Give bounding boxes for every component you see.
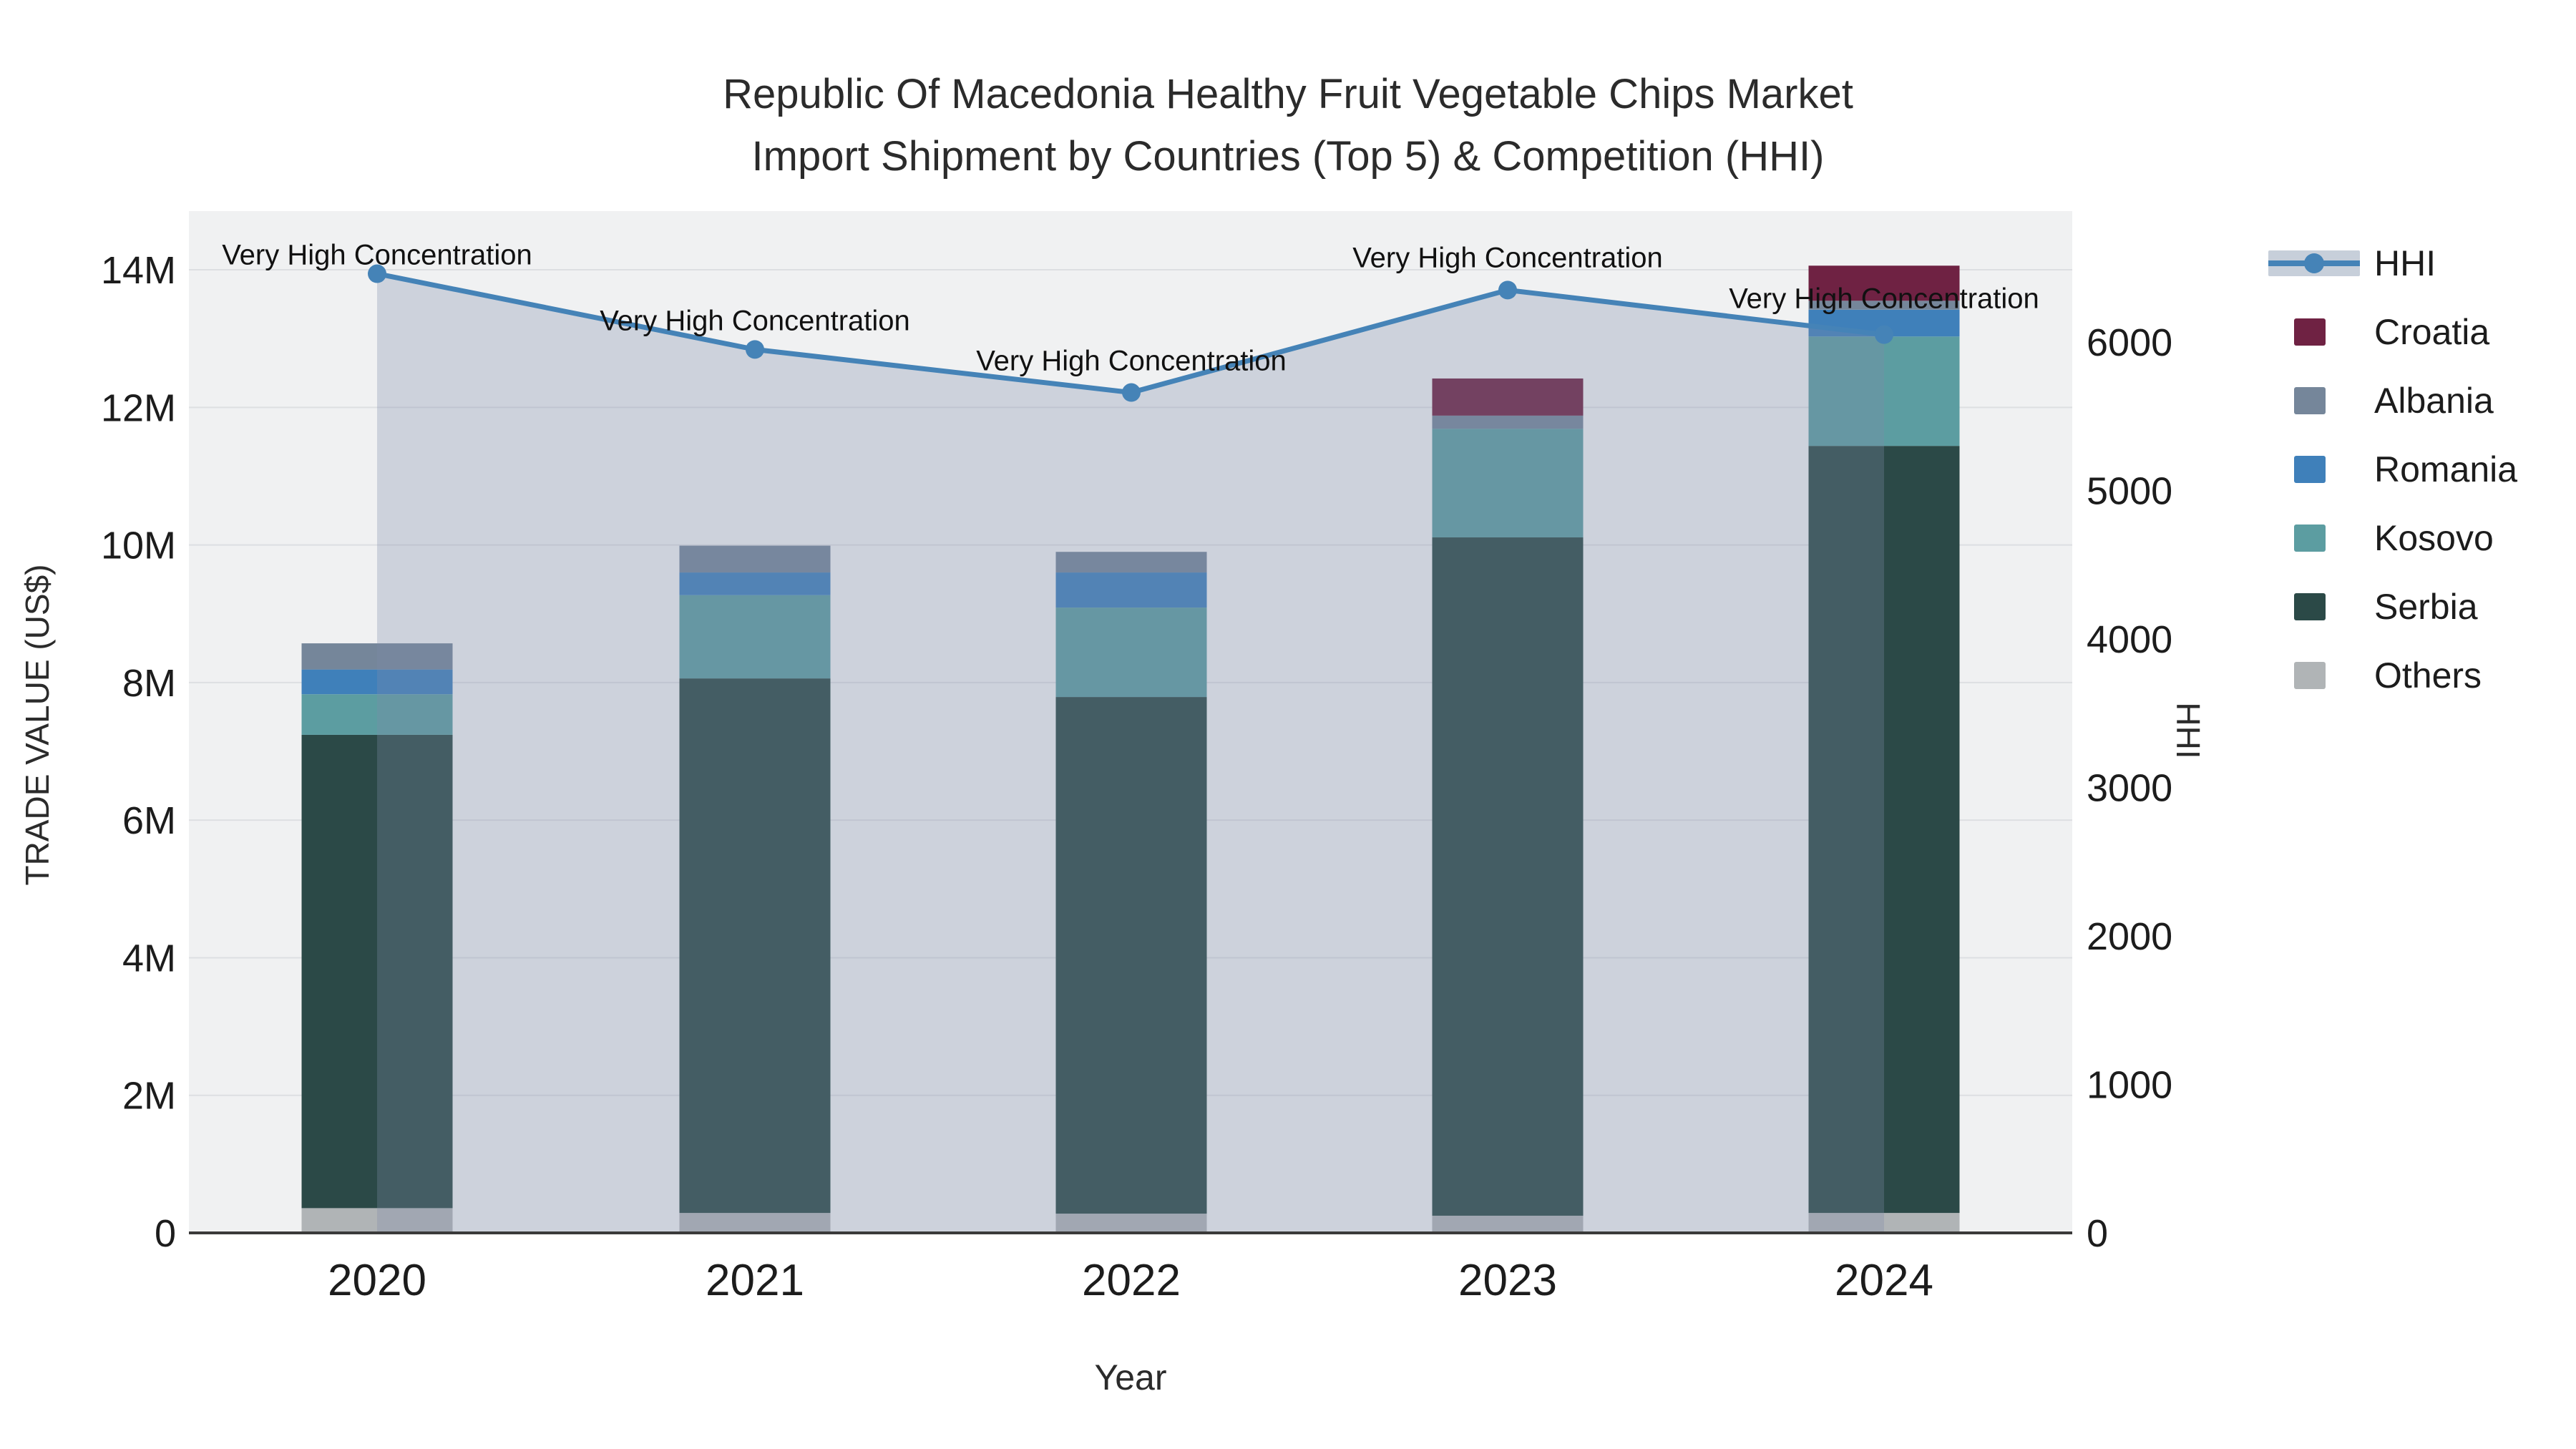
swatch-icon: [2294, 456, 2326, 483]
y-axis-tick-8M: 8M: [122, 662, 176, 705]
x-axis-tick-2020[interactable]: 2020: [328, 1256, 426, 1305]
swatch-icon: [2294, 662, 2326, 689]
bar-2021-kosovo[interactable]: [679, 595, 831, 679]
y2-axis-tick-3000: 3000: [2087, 767, 2172, 810]
annotation-2022: Very High Concentration: [976, 346, 1287, 377]
bar-2020-romania[interactable]: [301, 669, 453, 695]
legend-item-serbia[interactable]: Serbia: [2267, 572, 2517, 641]
swatch-icon: [2294, 525, 2326, 552]
legend-swatch-albania: [2267, 387, 2361, 414]
y-axis-title: TRADE VALUE (US$): [19, 564, 56, 886]
bar-2022-kosovo[interactable]: [1055, 608, 1207, 698]
legend-swatch-others: [2267, 662, 2361, 689]
y-axis-tick-2M: 2M: [122, 1075, 176, 1118]
bar-2022-albania[interactable]: [1055, 552, 1207, 573]
y-axis-tick-0: 0: [155, 1212, 176, 1255]
swatch-icon: [2294, 318, 2326, 346]
chart-title-line2: Import Shipment by Countries (Top 5) & C…: [751, 133, 1825, 180]
hhi-marker-icon: [2304, 253, 2324, 273]
hhi-marker-2022[interactable]: [1122, 383, 1141, 402]
y-axis-tick-6M: 6M: [122, 799, 176, 842]
legend-swatch-romania: [2267, 456, 2361, 483]
chart-title: Republic Of Macedonia Healthy Fruit Vege…: [0, 63, 2576, 187]
bar-2021-others[interactable]: [679, 1213, 831, 1233]
bar-2023-serbia[interactable]: [1432, 537, 1584, 1216]
bar-2022-romania[interactable]: [1055, 572, 1207, 608]
annotation-2023: Very High Concentration: [1352, 242, 1663, 273]
y2-axis-tick-1000: 1000: [2087, 1064, 2172, 1107]
bar-2024-kosovo[interactable]: [1808, 336, 1960, 447]
legend-item-croatia[interactable]: Croatia: [2267, 298, 2517, 366]
y2-axis-tick-6000: 6000: [2087, 321, 2172, 364]
swatch-icon: [2294, 387, 2326, 414]
legend-label-kosovo: Kosovo: [2374, 518, 2494, 558]
legend-swatch-kosovo: [2267, 525, 2361, 552]
x-axis-tick-2024[interactable]: 2024: [1835, 1256, 1933, 1305]
bar-2024-albania[interactable]: [1808, 301, 1960, 310]
y-axis-tick-4M: 4M: [122, 937, 176, 980]
bar-2020-others[interactable]: [301, 1208, 453, 1233]
bar-2020-kosovo[interactable]: [301, 694, 453, 735]
legend-label-serbia: Serbia: [2374, 587, 2478, 627]
legend-label-romania: Romania: [2374, 449, 2518, 489]
hhi-marker-2020[interactable]: [368, 264, 386, 283]
bar-2022-serbia[interactable]: [1055, 697, 1207, 1214]
legend-label-croatia: Croatia: [2374, 312, 2490, 352]
bar-2021-albania[interactable]: [679, 545, 831, 573]
hhi-marker-2023[interactable]: [1498, 280, 1517, 300]
legend: HHI Croatia Albania Romania Kosovo Serbia Othe…: [2267, 229, 2517, 710]
bar-2024-others[interactable]: [1808, 1213, 1960, 1233]
bar-2022-others[interactable]: [1055, 1214, 1207, 1233]
legend-item-albania[interactable]: Albania: [2267, 366, 2517, 435]
x-axis-tick-2021[interactable]: 2021: [706, 1256, 804, 1305]
bar-2020-serbia[interactable]: [301, 734, 453, 1209]
hhi-area-band-icon: [2268, 250, 2360, 276]
bar-2023-kosovo[interactable]: [1432, 429, 1584, 538]
hhi-marker-2024[interactable]: [1875, 325, 1893, 344]
legend-item-others[interactable]: Others: [2267, 641, 2517, 710]
y2-axis-tick-2000: 2000: [2087, 915, 2172, 958]
annotation-2024: Very High Concentration: [1729, 283, 2039, 315]
x-axis-title: Year: [1094, 1357, 1167, 1397]
legend-swatch-serbia: [2267, 593, 2361, 620]
x-axis-tick-2023[interactable]: 2023: [1458, 1256, 1557, 1305]
legend-item-kosovo[interactable]: Kosovo: [2267, 504, 2517, 572]
bar-2024-croatia[interactable]: [1808, 265, 1960, 301]
y2-axis-title: HHI: [2170, 702, 2207, 759]
bar-2023-albania[interactable]: [1432, 415, 1584, 429]
legend-label-albania: Albania: [2374, 381, 2494, 421]
bars-group: [301, 265, 1960, 1233]
y2-axis-tick-4000: 4000: [2087, 618, 2172, 661]
hhi-line-sample-icon: [2267, 250, 2361, 276]
bar-2020-albania[interactable]: [301, 643, 453, 670]
legend-item-romania[interactable]: Romania: [2267, 435, 2517, 504]
bar-2024-serbia[interactable]: [1808, 446, 1960, 1214]
legend-label-others: Others: [2374, 655, 2482, 696]
y2-axis-tick-0: 0: [2087, 1212, 2108, 1255]
y2-axis-tick-5000: 5000: [2087, 470, 2172, 513]
y-axis-tick-10M: 10M: [101, 525, 176, 567]
y-axis-tick-14M: 14M: [101, 249, 176, 292]
legend-item-hhi[interactable]: HHI: [2267, 229, 2517, 298]
hhi-marker-2021[interactable]: [746, 340, 764, 359]
hhi-area-fill: [377, 273, 1884, 1233]
bar-2021-romania[interactable]: [679, 572, 831, 595]
y-axis-tick-12M: 12M: [101, 386, 176, 429]
bar-2023-croatia[interactable]: [1432, 378, 1584, 416]
hhi-line-group: [368, 264, 1893, 402]
swatch-icon: [2294, 593, 2326, 620]
chart-title-line1: Republic Of Macedonia Healthy Fruit Vege…: [723, 71, 1853, 117]
annotation-2021: Very High Concentration: [600, 305, 910, 336]
bar-2021-serbia[interactable]: [679, 678, 831, 1214]
annotation-2020: Very High Concentration: [222, 240, 532, 271]
legend-swatch-croatia: [2267, 318, 2361, 346]
x-axis-tick-2022[interactable]: 2022: [1082, 1256, 1181, 1305]
bar-2023-others[interactable]: [1432, 1215, 1584, 1233]
legend-label-hhi: HHI: [2374, 243, 2436, 283]
